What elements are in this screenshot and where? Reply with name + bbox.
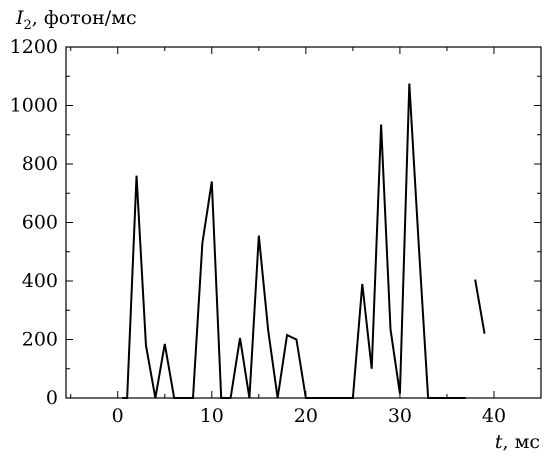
series-line: [122, 83, 466, 399]
y-tick-label: 600: [22, 212, 58, 234]
y-tick-label: 1000: [10, 95, 58, 117]
x-tick-label: 10: [200, 405, 224, 427]
x-axis-variable: t: [495, 431, 503, 453]
series-lines: [122, 83, 486, 399]
y-axis-variable: I: [15, 7, 24, 29]
x-tick-label: 40: [482, 405, 506, 427]
x-axis-ticks: [70, 47, 542, 398]
x-tick-label: 0: [112, 405, 124, 427]
x-axis-title: t, мс: [495, 431, 540, 453]
y-axis-unit: , фотон/мс: [32, 7, 137, 29]
x-tick-label: 30: [388, 405, 412, 427]
x-tick-label: 20: [294, 405, 318, 427]
plot-frame: [65, 46, 542, 399]
series-line: [474, 279, 486, 334]
y-tick-label: 400: [22, 270, 58, 292]
y-tick-label: 1200: [10, 36, 58, 58]
x-tick-labels: 0 10 20 30 40: [112, 405, 506, 427]
x-axis-unit: , мс: [503, 431, 541, 453]
y-axis-ticks: [66, 46, 541, 399]
y-tick-label: 800: [22, 153, 58, 175]
y-axis-subscript: 2: [24, 18, 32, 33]
y-tick-label: 200: [22, 329, 58, 351]
y-tick-label: 0: [46, 387, 58, 409]
y-tick-labels: 0 200 400 600 800 1000 1200: [10, 36, 58, 409]
y-axis-title: I2, фотон/мс: [15, 7, 137, 33]
